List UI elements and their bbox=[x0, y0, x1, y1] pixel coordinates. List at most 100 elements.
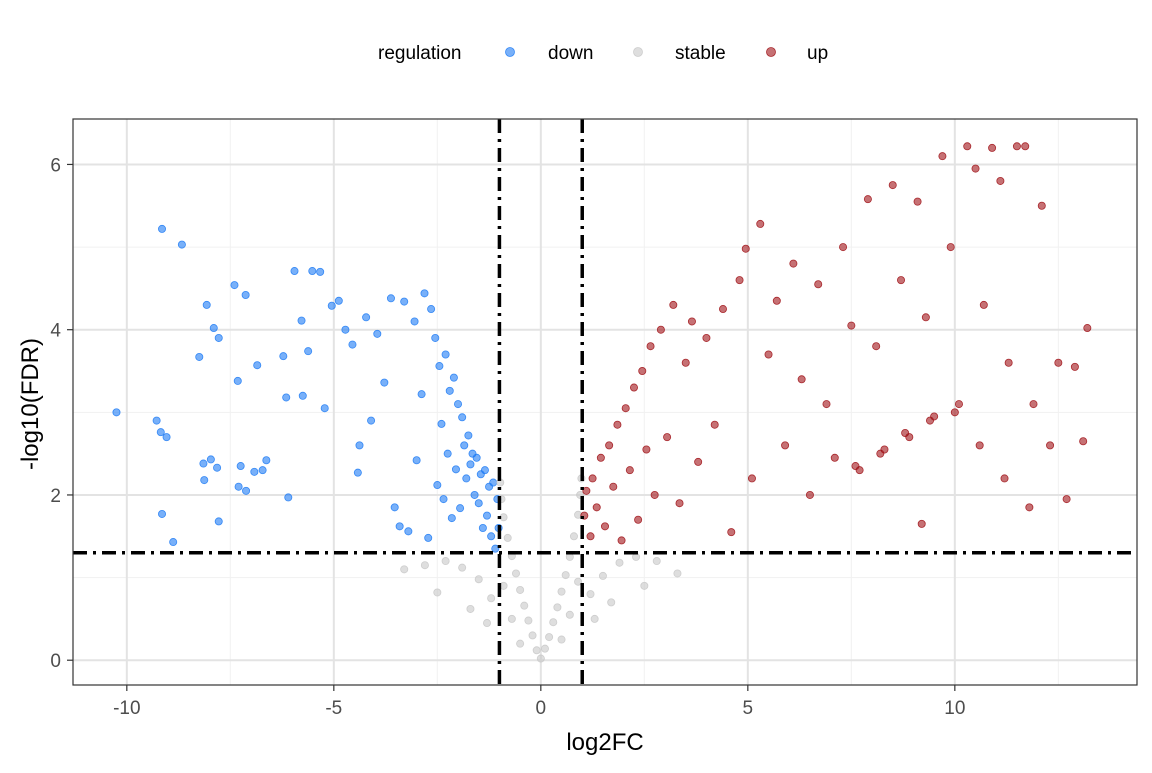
data-point-up bbox=[634, 515, 643, 524]
x-tick-label: 5 bbox=[743, 698, 754, 719]
data-point-down bbox=[443, 449, 452, 458]
data-point-up bbox=[897, 276, 906, 285]
data-point-stable bbox=[511, 569, 520, 578]
legend-entry-down: down bbox=[505, 43, 593, 64]
data-point-down bbox=[439, 495, 448, 504]
data-point-up bbox=[613, 420, 622, 429]
data-point-down bbox=[487, 532, 496, 541]
data-point-up bbox=[797, 375, 806, 384]
data-point-up bbox=[718, 305, 727, 314]
data-point-stable bbox=[536, 654, 545, 663]
data-point-up bbox=[592, 503, 601, 512]
data-point-down bbox=[380, 378, 389, 387]
data-point-stable bbox=[557, 635, 566, 644]
data-point-up bbox=[702, 333, 711, 342]
data-point-down bbox=[320, 404, 329, 413]
data-point-stable bbox=[557, 587, 566, 596]
data-point-up bbox=[963, 142, 972, 151]
data-point-stable bbox=[524, 616, 533, 625]
data-point-stable bbox=[516, 585, 525, 594]
legend-title: regulation bbox=[378, 43, 461, 64]
data-point-down bbox=[353, 468, 362, 477]
data-point-up bbox=[650, 490, 659, 499]
data-point-up bbox=[1070, 362, 1079, 371]
data-point-down bbox=[489, 478, 498, 487]
legend-key-stable bbox=[633, 47, 643, 57]
data-point-up bbox=[1000, 474, 1009, 483]
x-axis-label: log2FC bbox=[566, 729, 643, 756]
data-point-stable bbox=[615, 558, 624, 567]
x-tick-label: 0 bbox=[536, 698, 547, 719]
data-point-down bbox=[297, 316, 306, 325]
data-point-down bbox=[445, 386, 454, 395]
data-point-stable bbox=[528, 631, 537, 640]
data-point-down bbox=[390, 503, 399, 512]
data-point-down bbox=[209, 324, 218, 333]
data-point-up bbox=[921, 313, 930, 322]
data-point-down bbox=[177, 240, 186, 249]
data-point-down bbox=[451, 465, 460, 474]
legend-entries: down stable up bbox=[505, 43, 828, 64]
data-point-down bbox=[327, 301, 336, 310]
data-point-down bbox=[420, 289, 429, 298]
data-point-down bbox=[466, 460, 475, 469]
data-point-stable bbox=[652, 557, 661, 566]
data-point-down bbox=[433, 481, 442, 490]
data-point-down bbox=[472, 453, 481, 462]
series-stable bbox=[400, 474, 682, 663]
data-point-stable bbox=[433, 588, 442, 597]
data-point-up bbox=[1012, 142, 1021, 151]
data-point-down bbox=[362, 313, 371, 322]
data-point-down bbox=[282, 393, 291, 402]
series-down bbox=[112, 224, 503, 553]
plot-panel bbox=[73, 119, 1137, 685]
data-point-up bbox=[1079, 437, 1088, 446]
data-point-up bbox=[669, 300, 678, 309]
data-point-up bbox=[814, 280, 823, 289]
data-point-stable bbox=[561, 571, 570, 580]
data-point-stable bbox=[640, 581, 649, 590]
data-point-up bbox=[925, 416, 934, 425]
data-point-down bbox=[242, 486, 251, 495]
data-point-up bbox=[629, 383, 638, 392]
data-point-down bbox=[298, 391, 307, 400]
data-point-up bbox=[586, 532, 595, 541]
data-point-up bbox=[656, 325, 665, 334]
data-point-stable bbox=[532, 646, 541, 655]
series-up bbox=[580, 142, 1092, 545]
data-point-down bbox=[308, 267, 317, 276]
data-point-down bbox=[304, 347, 313, 356]
data-point-down bbox=[417, 390, 426, 399]
threshold-lines bbox=[73, 119, 1137, 685]
data-point-up bbox=[954, 400, 963, 409]
data-point-stable bbox=[545, 633, 554, 642]
data-point-down bbox=[250, 467, 259, 476]
data-point-down bbox=[234, 482, 243, 491]
data-point-stable bbox=[520, 601, 529, 610]
data-point-down bbox=[395, 522, 404, 531]
data-point-stable bbox=[420, 561, 429, 570]
data-point-down bbox=[316, 267, 325, 276]
data-point-down bbox=[412, 456, 421, 465]
data-points bbox=[112, 142, 1092, 663]
data-point-down bbox=[152, 416, 161, 425]
data-point-stable bbox=[503, 533, 512, 542]
legend-entry-up: up bbox=[766, 43, 828, 64]
data-point-stable bbox=[586, 590, 595, 599]
data-point-up bbox=[646, 342, 655, 351]
data-point-down bbox=[214, 333, 223, 342]
data-point-down bbox=[195, 352, 204, 361]
legend-key-up bbox=[766, 47, 776, 57]
data-point-down bbox=[112, 408, 121, 417]
data-point-down bbox=[158, 224, 167, 233]
data-point-down bbox=[483, 511, 492, 520]
data-point-down bbox=[470, 490, 479, 499]
data-point-down bbox=[262, 456, 271, 465]
data-point-down bbox=[424, 533, 433, 542]
data-point-stable bbox=[483, 619, 492, 628]
data-point-up bbox=[851, 462, 860, 471]
data-point-down bbox=[253, 361, 262, 370]
data-point-down bbox=[431, 333, 440, 342]
